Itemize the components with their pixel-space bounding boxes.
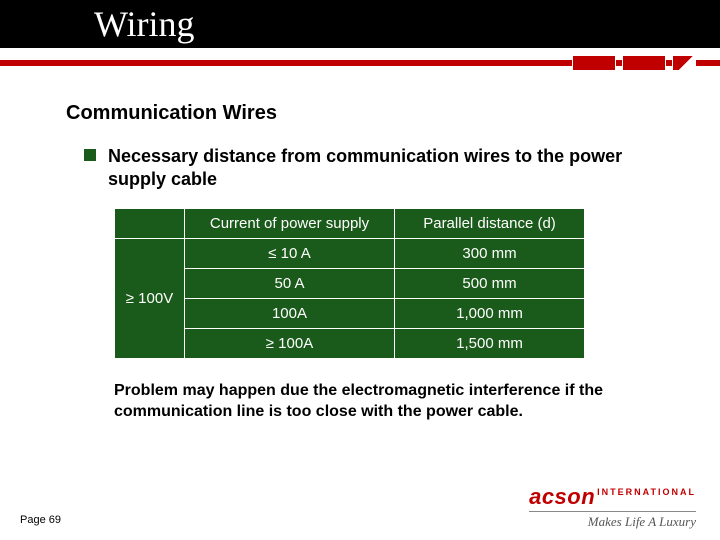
table-header-distance: Parallel distance (d) bbox=[395, 209, 585, 239]
cell-current: ≥ 100A bbox=[185, 329, 395, 359]
table-header-voltage bbox=[115, 209, 185, 239]
bullet-icon bbox=[84, 149, 96, 161]
cell-current: 50 A bbox=[185, 269, 395, 299]
table-header-current: Current of power supply bbox=[185, 209, 395, 239]
cell-voltage: ≥ 100V bbox=[115, 239, 185, 359]
page-number: Page 69 bbox=[20, 514, 61, 526]
decor-red-blocks bbox=[572, 55, 696, 71]
section-title: Communication Wires bbox=[66, 102, 666, 125]
table-row: ≥ 100V ≤ 10 A 300 mm bbox=[115, 239, 585, 269]
brand-logo: acsonINTERNATIONAL Makes Life A Luxury bbox=[529, 484, 696, 530]
distance-table: Current of power supply Parallel distanc… bbox=[114, 208, 585, 359]
cell-distance: 1,000 mm bbox=[395, 299, 585, 329]
table-row: 100A 1,000 mm bbox=[115, 299, 585, 329]
logo-tagline: Makes Life A Luxury bbox=[529, 511, 696, 530]
logo-brand: acson bbox=[529, 484, 595, 509]
table-row: 50 A 500 mm bbox=[115, 269, 585, 299]
cell-current: 100A bbox=[185, 299, 395, 329]
bullet-text: Necessary distance from communication wi… bbox=[108, 145, 666, 190]
page-title: Wiring bbox=[94, 3, 195, 45]
cell-distance: 1,500 mm bbox=[395, 329, 585, 359]
logo-sub: INTERNATIONAL bbox=[597, 487, 696, 497]
table-row: Current of power supply Parallel distanc… bbox=[115, 209, 585, 239]
cell-distance: 500 mm bbox=[395, 269, 585, 299]
cell-current: ≤ 10 A bbox=[185, 239, 395, 269]
cell-distance: 300 mm bbox=[395, 239, 585, 269]
note-text: Problem may happen due the electromagnet… bbox=[114, 381, 614, 423]
table-row: ≥ 100A 1,500 mm bbox=[115, 329, 585, 359]
